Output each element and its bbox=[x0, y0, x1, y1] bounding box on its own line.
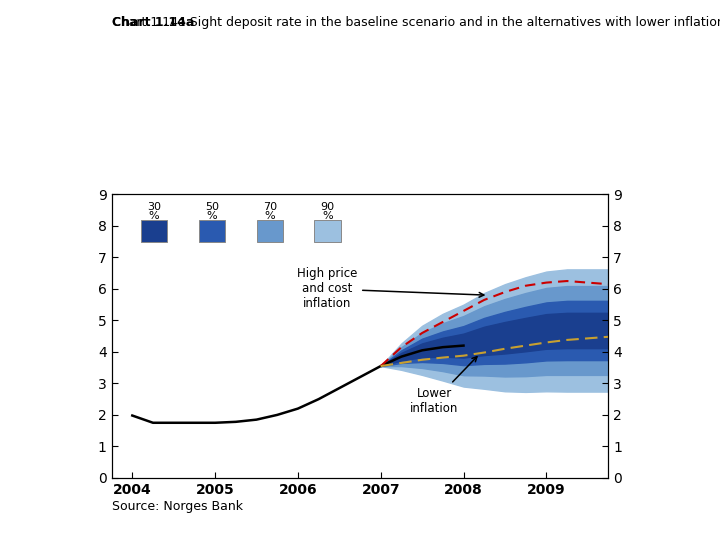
Text: %: % bbox=[148, 211, 159, 221]
Bar bbox=[140, 220, 167, 241]
Text: 90: 90 bbox=[320, 202, 335, 212]
Text: Chart 1.14a: Chart 1.14a bbox=[112, 16, 194, 29]
Bar bbox=[315, 220, 341, 241]
Text: %: % bbox=[323, 211, 333, 221]
Text: Lower
inflation: Lower inflation bbox=[410, 357, 477, 415]
Text: %: % bbox=[264, 211, 275, 221]
Bar bbox=[199, 220, 225, 241]
Text: 70: 70 bbox=[263, 202, 276, 212]
Text: %: % bbox=[207, 211, 217, 221]
Text: 30: 30 bbox=[147, 202, 161, 212]
Text: High price
and cost
inflation: High price and cost inflation bbox=[297, 267, 484, 310]
Text: 50: 50 bbox=[204, 202, 219, 212]
Text: Chart 1.14a Sight deposit rate in the baseline scenario and in the alternatives : Chart 1.14a Sight deposit rate in the ba… bbox=[112, 16, 720, 29]
Bar bbox=[256, 220, 283, 241]
Text: Source: Norges Bank: Source: Norges Bank bbox=[112, 500, 243, 513]
